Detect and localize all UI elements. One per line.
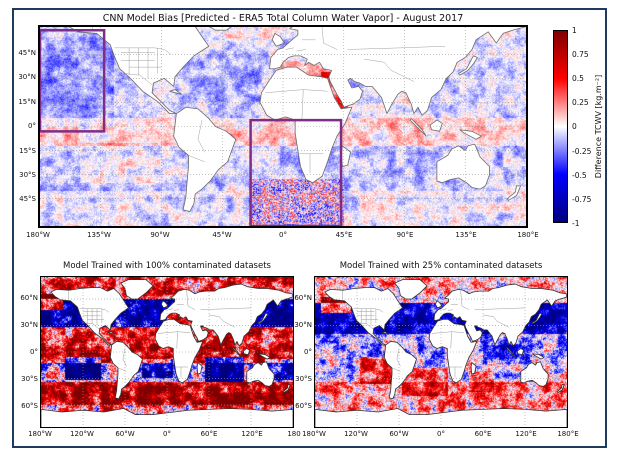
bl-lon-tick: 120°E <box>241 430 263 438</box>
colorbar-tick: 0.5 <box>572 74 584 83</box>
south-atlantic-africa-box <box>251 120 341 226</box>
bl-lon-tick: 180°W <box>28 430 52 438</box>
br-lat-tick: 30°N <box>294 321 312 329</box>
top-lon-tick: 90°W <box>150 231 170 239</box>
bl-lat-tick: 30°S <box>21 375 38 383</box>
br-lat-tick: 0° <box>304 348 312 356</box>
top-lon-tick: 135°E <box>455 231 477 239</box>
top-lon-tick: 135°W <box>87 231 111 239</box>
bias-map-panel <box>38 25 528 228</box>
bottom-right-map-title: Model Trained with 25% contaminated data… <box>339 261 543 271</box>
br-lon-tick: 60°E <box>474 430 492 438</box>
top-lat-tick: 0° <box>28 122 36 130</box>
colorbar-tick: 1 <box>572 26 577 35</box>
top-lat-tick: 30°N <box>18 73 36 81</box>
top-lon-tick: 0° <box>279 231 287 239</box>
bottom-left-map-title: Model Trained with 100% contaminated dat… <box>63 261 271 271</box>
bl-lon-tick: 180 <box>287 430 301 438</box>
bl-lon-tick: 60°E <box>200 430 218 438</box>
colorbar-tick: -0.5 <box>572 171 587 180</box>
bl-lon-tick: 60°W <box>115 430 135 438</box>
br-lon-tick: 0° <box>437 430 445 438</box>
bl-lon-tick: 120°W <box>70 430 94 438</box>
bl-lat-tick: 60°S <box>21 402 38 410</box>
map-25pct-contaminated <box>314 276 568 428</box>
br-lon-tick: 60°W <box>389 430 409 438</box>
top-lat-tick: 45°S <box>19 195 36 203</box>
colorbar-tick: 0 <box>572 122 577 131</box>
br-lat-tick: 60°N <box>294 294 312 302</box>
br-lat-tick: 30°S <box>295 375 312 383</box>
br-lat-tick: 60°S <box>295 402 312 410</box>
br-lon-tick: 120°E <box>515 430 537 438</box>
colorbar-tick: 0.25 <box>572 98 589 107</box>
br-lon-tick: 180°W <box>302 430 326 438</box>
figure-outer-frame <box>12 8 607 448</box>
top-lat-tick: 15°N <box>18 98 36 106</box>
colorbar-label: Difference TCWV [kg.m⁻²] <box>594 74 603 179</box>
colorbar-tick: -0.25 <box>572 147 592 156</box>
top-lon-tick: 45°E <box>335 231 353 239</box>
br-lon-tick: 180°E <box>557 430 579 438</box>
top-lat-tick: 45°N <box>18 49 36 57</box>
br-lon-tick: 120°W <box>344 430 368 438</box>
colorbar-tick: 0.75 <box>572 50 589 59</box>
map-100pct-contaminated <box>40 276 294 428</box>
colorbar <box>553 30 568 223</box>
map-100pct-coastlines <box>41 277 293 427</box>
bl-lon-tick: 0° <box>163 430 171 438</box>
top-lon-tick: 180°E <box>517 231 539 239</box>
bl-lat-tick: 60°N <box>20 294 38 302</box>
northeast-pacific-box <box>40 30 104 131</box>
bl-lat-tick: 30°N <box>20 321 38 329</box>
bias-map-coastlines <box>40 27 526 226</box>
top-lon-tick: 90°E <box>396 231 414 239</box>
top-lat-tick: 15°S <box>19 147 36 155</box>
bl-lat-tick: 0° <box>30 348 38 356</box>
colorbar-tick: -1 <box>572 219 580 228</box>
top-map-title: CNN Model Bias [Predicted - ERA5 Total C… <box>102 13 464 24</box>
colorbar-tick: -0.75 <box>572 195 592 204</box>
top-lon-tick: 45°W <box>212 231 232 239</box>
map-25pct-coastlines <box>315 277 567 427</box>
top-lon-tick: 180°W <box>26 231 50 239</box>
top-lat-tick: 30°S <box>19 171 36 179</box>
